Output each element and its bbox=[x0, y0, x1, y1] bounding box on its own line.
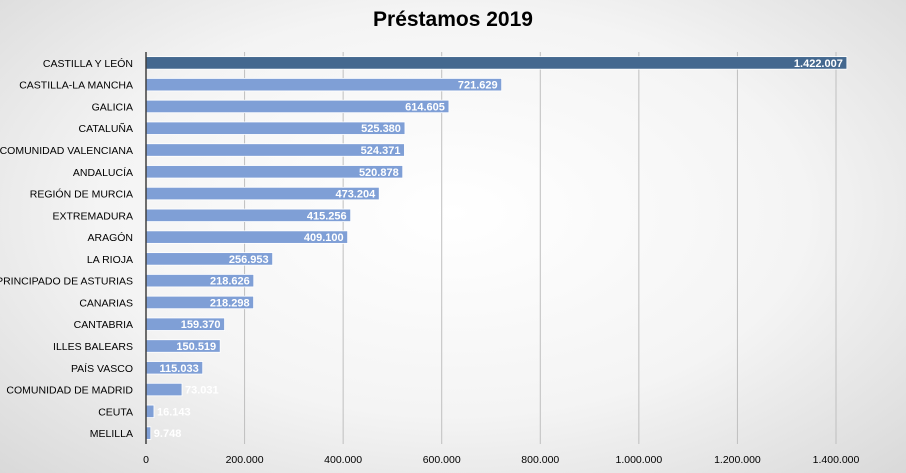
category-label: CATALUÑA bbox=[79, 122, 133, 135]
bar-value-label: 473.204 bbox=[335, 189, 376, 201]
bar-value-label: 218.626 bbox=[210, 276, 250, 288]
bar-value-label: 9.748 bbox=[154, 428, 182, 440]
category-label: PRINCIPADO DE ASTURIAS bbox=[0, 276, 133, 288]
x-tick-label: 1.400.000 bbox=[813, 454, 860, 466]
bar-value-label: 73.031 bbox=[185, 385, 219, 397]
bar-value-label: 520.878 bbox=[359, 167, 399, 179]
category-label: CANARIAS bbox=[79, 297, 133, 309]
bar-value-label: 150.519 bbox=[176, 341, 216, 353]
bar-value-label: 415.256 bbox=[307, 210, 347, 222]
x-tick-label: 400.000 bbox=[324, 454, 362, 466]
bar bbox=[145, 404, 155, 418]
category-label: CASTILLA Y LEÓN bbox=[43, 57, 133, 70]
category-label: ARAGÓN bbox=[87, 231, 133, 244]
category-label: EXTREMADURA bbox=[52, 210, 133, 222]
bar-value-label: 159.370 bbox=[181, 319, 221, 331]
category-label: ANDALUCÍA bbox=[73, 166, 133, 179]
bar bbox=[145, 78, 503, 92]
category-label: CEUTA bbox=[98, 406, 133, 418]
x-tick-label: 1.000.000 bbox=[615, 454, 662, 466]
category-label: CANTABRIA bbox=[74, 319, 133, 331]
bar-value-label: 409.100 bbox=[304, 232, 344, 244]
x-tick-label: 0 bbox=[143, 454, 149, 466]
category-label: GALICIA bbox=[92, 101, 133, 113]
category-label: COMUNIDAD DE MADRID bbox=[6, 385, 133, 397]
category-label: ILLES BALEARS bbox=[53, 341, 133, 353]
x-tick-label: 600.000 bbox=[423, 454, 461, 466]
bar bbox=[145, 56, 848, 70]
bar-value-label: 218.298 bbox=[210, 297, 250, 309]
bar bbox=[145, 382, 183, 397]
category-label: PAÍS VASCO bbox=[71, 362, 133, 375]
x-tick-label: 200.000 bbox=[226, 454, 264, 466]
chart-title: Préstamos 2019 bbox=[373, 8, 533, 31]
bar-value-label: 256.953 bbox=[229, 254, 269, 266]
bar-value-label: 1.422.007 bbox=[794, 58, 843, 70]
bar-value-label: 16.143 bbox=[157, 406, 191, 418]
category-label: MELILLA bbox=[90, 428, 133, 440]
category-label: REGIÓN DE MURCIA bbox=[30, 188, 133, 201]
x-tick-label: 800.000 bbox=[521, 454, 559, 466]
category-label: CASTILLA-LA MANCHA bbox=[19, 80, 133, 92]
bar bbox=[145, 99, 450, 114]
category-label: COMUNIDAD VALENCIANA bbox=[0, 145, 133, 157]
bar-value-label: 115.033 bbox=[160, 363, 199, 375]
bar-value-label: 524.371 bbox=[361, 145, 401, 157]
x-tick-label: 1.200.000 bbox=[714, 454, 761, 466]
bar-value-label: 614.605 bbox=[405, 101, 445, 113]
bar-value-label: 525.380 bbox=[361, 123, 401, 135]
category-label: LA RIOJA bbox=[87, 254, 133, 266]
bar-value-label: 721.629 bbox=[458, 80, 498, 92]
